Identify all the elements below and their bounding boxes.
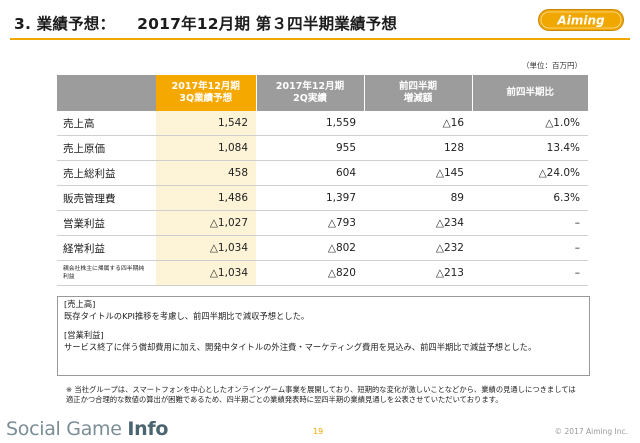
table-cell: 955 (256, 135, 364, 161)
table-cell: △820 (256, 260, 364, 286)
table-row: 親会社株主に帰属する四半期純利益 △1,034 △820 △213– (57, 260, 588, 286)
title-text: 2017年12月期 第３四半期業績予想 (137, 15, 398, 33)
table-cell: 1,397 (256, 185, 364, 211)
table-cell: 89 (364, 185, 472, 211)
table-cell: △1,027 (156, 210, 256, 236)
op-heading: [営業利益] (64, 330, 104, 340)
sales-heading: [売上高] (64, 299, 96, 309)
table-cell: △1,034 (156, 260, 256, 286)
title-rule (10, 38, 630, 40)
table-cell: △1.0% (472, 111, 588, 136)
table-row: 売上総利益 458 604 △145 △24.0% (57, 160, 588, 186)
table-cell: △234 (364, 210, 472, 236)
table-cell: 1,486 (156, 185, 256, 211)
table-row: 経常利益 △1,034 △802 △232– (57, 235, 588, 261)
table-cell: △232 (364, 235, 472, 261)
copyright: © 2017 Aiming Inc. (554, 427, 628, 436)
header-blank (57, 75, 156, 111)
forecast-table: 2017年12月期 3Q業績予想 2017年12月期 2Q実績 前四半期 増減額 前四… (57, 75, 588, 286)
column-header: 2017年12月期 2Q実績 (255, 75, 364, 111)
logo-wordmark: Aiming (556, 14, 605, 28)
row-label: 売上原価 (57, 135, 156, 161)
table-row: 営業利益 △1,027 △793 △234– (57, 210, 588, 236)
table-cell: – (472, 235, 588, 261)
row-label: 親会社株主に帰属する四半期純利益 (57, 260, 156, 286)
table-cell: – (472, 210, 588, 236)
table-cell: 458 (156, 160, 256, 186)
table-cell: 1,084 (156, 135, 256, 161)
table-cell: △793 (256, 210, 364, 236)
row-label: 売上総利益 (57, 160, 156, 186)
table-row: 販売管理費 1,486 1,397 89 6.3% (57, 185, 588, 211)
table-header-row: 2017年12月期 3Q業績予想 2017年12月期 2Q実績 前四半期 増減額 前四… (57, 75, 588, 111)
sales-text: 既存タイトルのKPI推移を考慮し、前四半期比で減収予想とした。 (64, 310, 310, 321)
row-label: 売上高 (57, 111, 156, 136)
row-label: 営業利益 (57, 210, 156, 236)
watermark: Social Game Info (6, 418, 169, 440)
table-cell: △16 (364, 111, 472, 136)
aiming-logo: Aiming (538, 9, 624, 31)
notes-box: [売上高] 既存タイトルのKPI推移を考慮し、前四半期比で減収予想とした。 [営… (57, 296, 590, 376)
row-label: 販売管理費 (57, 185, 156, 211)
column-header: 前四半期 増減額 (363, 75, 472, 111)
row-label: 経常利益 (57, 235, 156, 261)
page-number: 19 (313, 427, 324, 436)
table-cell: 13.4% (472, 135, 588, 161)
table-cell: – (472, 260, 588, 286)
table-cell: 128 (364, 135, 472, 161)
table-cell: 1,542 (156, 111, 256, 136)
table-cell: △24.0% (472, 160, 588, 186)
page-title: 3. 業績予想： 2017年12月期 第３四半期業績予想 (14, 12, 397, 34)
column-header: 2017年12月期 3Q業績予想 (156, 75, 256, 111)
table-cell: 6.3% (472, 185, 588, 211)
table-row: 売上高 1,542 1,559 △16 △1.0% (57, 111, 588, 136)
table-cell: 604 (256, 160, 364, 186)
section-label: 3. 業績予想： (14, 15, 116, 33)
table-cell: △1,034 (156, 235, 256, 261)
table-row: 売上原価 1,084 955 128 13.4% (57, 135, 588, 161)
table-cell: △802 (256, 235, 364, 261)
column-header: 前四半期比 (471, 75, 588, 111)
table-cell: △145 (364, 160, 472, 186)
footnote: ※ 当社グループは、スマートフォンを中心としたオンラインゲーム事業を展開しており… (66, 385, 576, 404)
table-cell: △213 (364, 260, 472, 286)
table-cell: 1,559 (256, 111, 364, 136)
op-text: サービス終了に伴う償却費用に加え、開発中タイトルの外注費・マーケティング費用を見… (64, 341, 537, 352)
unit-note: （単位：百万円） (522, 61, 582, 70)
